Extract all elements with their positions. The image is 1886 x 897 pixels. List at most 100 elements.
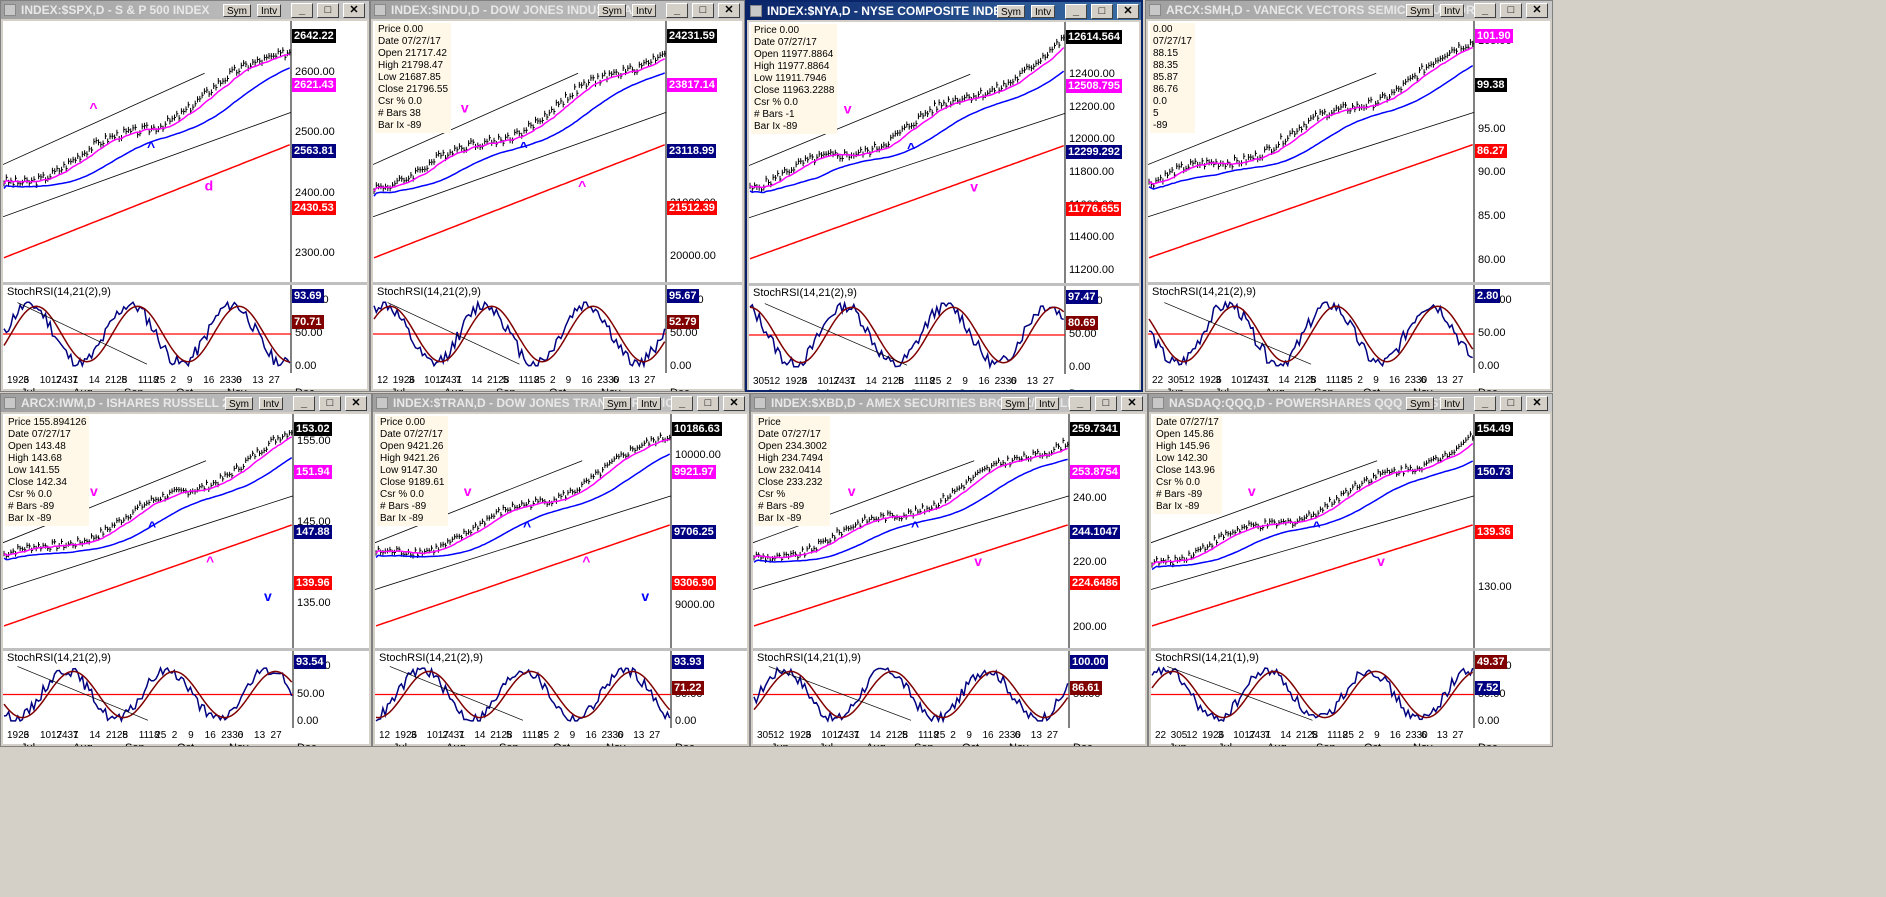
- data-window-row: Csr % 0.0: [380, 489, 424, 500]
- x-tick-label: 2431: [1249, 730, 1272, 741]
- minimize-button[interactable]: _: [1065, 4, 1087, 19]
- window-titlebar[interactable]: INDEX:$SPX,D - S & P 500 INDEX Sym Intv _ □ ✕: [1, 1, 369, 19]
- interval-button[interactable]: Intv: [632, 4, 657, 17]
- price-pane[interactable]: ^ ^ d 2600.00 2500.00 2400.00 2300.00 2642.22 26…: [3, 21, 367, 282]
- x-month-label: Jul: [393, 742, 407, 746]
- pane-divider[interactable]: [753, 648, 1145, 651]
- interval-button[interactable]: Intv: [257, 4, 282, 17]
- signal-mark: v: [464, 483, 472, 499]
- close-button[interactable]: ✕: [1117, 4, 1139, 19]
- interval-button[interactable]: Intv: [1440, 397, 1465, 410]
- symbol-button[interactable]: Sym: [1001, 397, 1029, 410]
- window-titlebar[interactable]: ARCX:IWM,D - ISHARES RUSSELL 2000 Sym Intv…: [1, 394, 371, 412]
- chart-window-3[interactable]: INDEX:$NYA,D - NYSE COMPOSITE INDEX N Sym…: [745, 0, 1143, 392]
- close-button[interactable]: ✕: [723, 396, 745, 411]
- stoch-pane[interactable]: StochRSI(14,21(2),9)100.0050.000.002.80: [1148, 285, 1550, 373]
- close-button[interactable]: ✕: [718, 3, 740, 18]
- chart-window-7[interactable]: INDEX:$XBD,D - AMEX SECURITIES BROKER/DE…: [750, 393, 1148, 747]
- restore-button[interactable]: □: [692, 3, 714, 18]
- price-pane[interactable]: v ^ ^ v 155.00 145.00 135.00 153.02 151.94 147.88…: [3, 414, 369, 648]
- window-titlebar[interactable]: INDEX:$XBD,D - AMEX SECURITIES BROKER/DE…: [751, 394, 1147, 412]
- stoch-chart-svg: [753, 651, 1070, 728]
- pane-divider[interactable]: [373, 282, 742, 285]
- close-button[interactable]: ✕: [1121, 396, 1143, 411]
- x-tick-label: 2: [554, 730, 560, 741]
- minimize-button[interactable]: _: [666, 3, 688, 18]
- stoch-pane[interactable]: StochRSI(14,21(2),9)100.0050.000.0095.67…: [373, 285, 742, 373]
- symbol-button[interactable]: Sym: [997, 5, 1025, 18]
- symbol-button[interactable]: Sym: [598, 4, 626, 17]
- ma-fast-line: [375, 438, 670, 555]
- minimize-button[interactable]: _: [671, 396, 693, 411]
- interval-button[interactable]: Intv: [1035, 397, 1060, 410]
- price-bars: [1148, 39, 1475, 190]
- window-titlebar[interactable]: ARCX:SMH,D - VANECK VECTORS SEMICONDUCTO…: [1146, 1, 1552, 19]
- chart-window-8[interactable]: NASDAQ:QQQ,D - POWERSHARES QQQ TRUST Sym I…: [1148, 393, 1553, 747]
- minimize-button[interactable]: _: [291, 3, 313, 18]
- minimize-button[interactable]: _: [1474, 396, 1496, 411]
- price-pane[interactable]: v ^ v 130.00 154.49 150.73 139.36 Date 07/27/17…: [1151, 414, 1550, 648]
- x-tick-label: 1118: [914, 376, 935, 387]
- symbol-button[interactable]: Sym: [1406, 397, 1434, 410]
- restore-button[interactable]: □: [1095, 396, 1117, 411]
- stoch-pane[interactable]: StochRSI(14,21(2),9)100.0050.000.0093.69…: [3, 285, 367, 373]
- close-button[interactable]: ✕: [343, 3, 365, 18]
- stoch-d-line: [373, 305, 666, 363]
- window-titlebar[interactable]: INDEX:$TRAN,D - DOW JONES TRANSPORTATION…: [373, 394, 749, 412]
- pane-divider[interactable]: [749, 283, 1139, 286]
- minimize-button[interactable]: _: [293, 396, 315, 411]
- stoch-y-tick-label: 50.00: [670, 327, 698, 339]
- chart-window-6[interactable]: INDEX:$TRAN,D - DOW JONES TRANSPORTATION…: [372, 393, 750, 747]
- restore-button[interactable]: □: [317, 3, 339, 18]
- pane-divider[interactable]: [3, 282, 367, 285]
- interval-button[interactable]: Intv: [1031, 5, 1056, 18]
- minimize-button[interactable]: _: [1474, 3, 1496, 18]
- price-pane[interactable]: v^^22000.0021000.0020000.0024231.5923817…: [373, 21, 742, 282]
- pane-divider[interactable]: [3, 648, 369, 651]
- chart-window-2[interactable]: INDEX:$INDU,D - DOW JONES INDUSTRIALS Sym…: [370, 0, 745, 392]
- interval-button[interactable]: Intv: [637, 397, 662, 410]
- stoch-k-line: [375, 666, 671, 722]
- restore-button[interactable]: □: [1500, 3, 1522, 18]
- trendline: [17, 302, 148, 365]
- chart-window-5[interactable]: ARCX:IWM,D - ISHARES RUSSELL 2000 Sym Intv…: [0, 393, 372, 747]
- x-tick-label: 25: [538, 730, 550, 741]
- price-pane[interactable]: v ^ v 240.00 220.00 200.00 259.7341 253.8754 244…: [753, 414, 1145, 648]
- pane-divider[interactable]: [1148, 282, 1550, 285]
- window-titlebar[interactable]: INDEX:$INDU,D - DOW JONES INDUSTRIALS Sym…: [371, 1, 744, 19]
- pane-divider[interactable]: [1151, 648, 1550, 651]
- interval-button[interactable]: Intv: [259, 397, 284, 410]
- restore-button[interactable]: □: [1500, 396, 1522, 411]
- pane-divider[interactable]: [375, 648, 747, 651]
- chart-window-1[interactable]: INDEX:$SPX,D - S & P 500 INDEX Sym Intv _ □ ✕…: [0, 0, 370, 392]
- window-titlebar[interactable]: INDEX:$NYA,D - NYSE COMPOSITE INDEX N Sym…: [747, 2, 1141, 20]
- close-button[interactable]: ✕: [1526, 3, 1548, 18]
- window-titlebar[interactable]: NASDAQ:QQQ,D - POWERSHARES QQQ TRUST Sym I…: [1149, 394, 1552, 412]
- stoch-pane[interactable]: StochRSI(14,21(1),9)100.0050.000.0049.37…: [1151, 651, 1550, 728]
- price-pane[interactable]: 105.0095.0090.0085.0080.00101.9099.3886.…: [1148, 21, 1550, 282]
- y-tick-label: 12000.00: [1069, 133, 1115, 145]
- chart-window-4[interactable]: ARCX:SMH,D - VANECK VECTORS SEMICONDUCTO…: [1145, 0, 1553, 392]
- stoch-pane[interactable]: StochRSI(14,21(2),9)100.0050.000.0097.47…: [749, 286, 1139, 374]
- restore-button[interactable]: □: [319, 396, 341, 411]
- close-button[interactable]: ✕: [345, 396, 367, 411]
- ma-fast-line: [749, 47, 1065, 189]
- symbol-button[interactable]: Sym: [603, 397, 631, 410]
- symbol-button[interactable]: Sym: [1406, 4, 1434, 17]
- interval-button[interactable]: Intv: [1440, 4, 1465, 17]
- close-button[interactable]: ✕: [1526, 396, 1548, 411]
- symbol-button[interactable]: Sym: [225, 397, 253, 410]
- x-tick-label: 2431: [834, 376, 857, 387]
- minimize-button[interactable]: _: [1069, 396, 1091, 411]
- symbol-button[interactable]: Sym: [223, 4, 251, 17]
- x-tick-label: 6: [1421, 730, 1427, 741]
- price-pane[interactable]: v^v12400.0012200.0012000.0011800.0011600…: [749, 22, 1139, 283]
- restore-button[interactable]: □: [697, 396, 719, 411]
- price-pane[interactable]: v^^v10000.009500.009000.0010186.639921.9…: [375, 414, 747, 648]
- restore-button[interactable]: □: [1091, 4, 1113, 19]
